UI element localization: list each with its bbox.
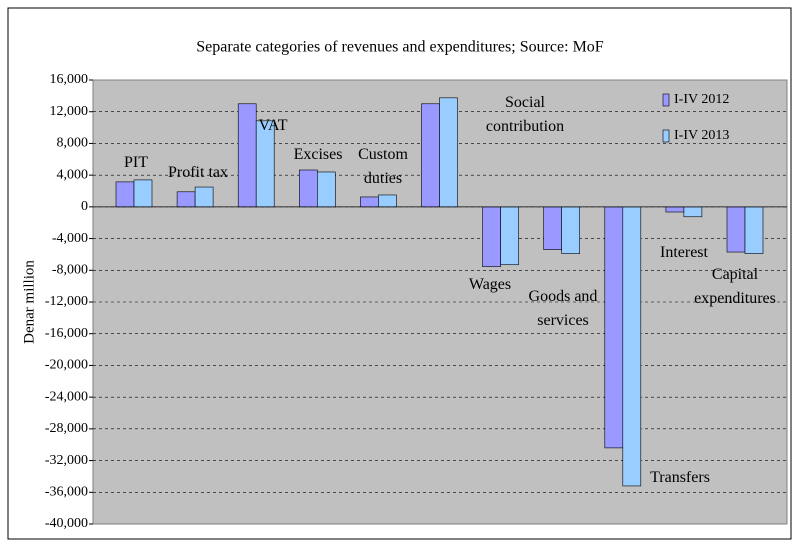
y-tick-label: 4,000 xyxy=(57,167,89,182)
category-label: VAT xyxy=(258,117,288,134)
bar xyxy=(378,194,397,208)
bar xyxy=(115,181,135,208)
y-tick-label: 16,000 xyxy=(50,72,89,87)
bar xyxy=(604,206,624,449)
bar xyxy=(482,206,501,268)
category-label: Profit tax xyxy=(168,164,228,181)
y-tick-label: -24,000 xyxy=(45,389,88,404)
legend-swatch xyxy=(662,93,670,107)
y-tick-label: -28,000 xyxy=(45,421,88,436)
bar xyxy=(665,206,685,213)
bar xyxy=(133,179,153,208)
y-tick-label: -36,000 xyxy=(45,485,88,500)
y-tick-label: -32,000 xyxy=(45,453,88,468)
chart-title: Separate categories of revenues and expe… xyxy=(196,39,604,56)
legend-label: I-IV 2013 xyxy=(674,128,729,143)
category-label: Excises xyxy=(293,146,343,163)
category-label: Custom duties xyxy=(358,146,408,187)
y-tick-label: -40,000 xyxy=(45,516,88,531)
y-tick-label: 12,000 xyxy=(50,104,89,119)
bar xyxy=(360,196,379,208)
category-label: Social contribution xyxy=(485,94,565,135)
bar xyxy=(543,206,563,250)
legend-label: I-IV 2012 xyxy=(674,92,729,107)
bar xyxy=(316,171,336,208)
y-axis-title: Denar million xyxy=(21,260,37,344)
legend-swatch xyxy=(662,129,670,143)
bar xyxy=(683,206,703,218)
category-label: Transfers xyxy=(650,469,710,486)
y-tick-label: 0 xyxy=(81,199,88,214)
bar xyxy=(421,103,440,208)
y-tick-label: 8,000 xyxy=(57,136,89,151)
y-tick-label: -4,000 xyxy=(52,231,88,246)
y-tick-label: -8,000 xyxy=(52,263,88,278)
bar xyxy=(194,186,214,208)
category-label: Capital expenditures xyxy=(694,266,776,307)
y-tick-label: -20,000 xyxy=(45,358,88,373)
y-tick-label: -12,000 xyxy=(45,294,88,309)
bar xyxy=(622,206,642,487)
category-label: Wages xyxy=(468,276,512,293)
y-tick-label: -16,000 xyxy=(45,326,88,341)
category-label: Interest xyxy=(660,244,708,261)
bar xyxy=(726,206,746,253)
bar xyxy=(439,97,458,208)
bar xyxy=(561,206,581,254)
category-label: Goods and services xyxy=(528,288,598,329)
bar xyxy=(744,206,764,254)
bar xyxy=(176,191,196,208)
bar xyxy=(500,206,519,266)
category-label: PIT xyxy=(124,154,148,171)
bar xyxy=(298,169,318,208)
